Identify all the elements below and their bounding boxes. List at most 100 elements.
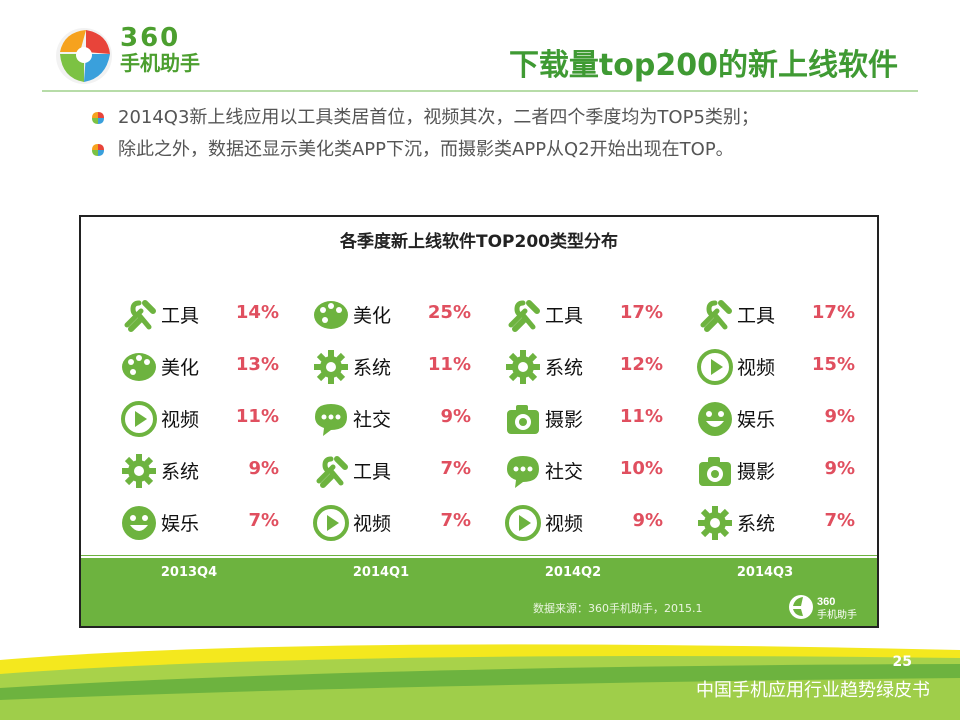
category-percent: 11% — [235, 406, 279, 427]
category-percent: 11% — [619, 406, 663, 427]
category-name: 系统 — [737, 513, 776, 535]
category-name: 摄影 — [737, 461, 776, 483]
data-source: 数据来源：360手机助手，2015.1 — [533, 602, 703, 615]
category-percent: 9% — [824, 458, 855, 479]
category-percent: 15% — [811, 354, 855, 375]
category-item: 摄影 11% — [503, 399, 663, 451]
svg-text:手机助手: 手机助手 — [817, 608, 857, 621]
category-name: 系统 — [353, 357, 392, 379]
logo-icon — [56, 28, 112, 84]
category-item: 系统 7% — [695, 503, 855, 555]
gear-icon — [698, 506, 732, 540]
category-percent: 7% — [440, 510, 471, 531]
category-percent: 9% — [440, 406, 471, 427]
category-percent: 10% — [619, 458, 663, 479]
logo-number: 360 — [120, 23, 181, 53]
page-number: 25 — [892, 654, 912, 670]
category-percent: 7% — [824, 510, 855, 531]
gear-icon — [506, 350, 540, 384]
category-item: 工具 7% — [311, 451, 471, 503]
page-title: 下载量top200的新上线软件 — [508, 48, 898, 83]
category-name: 视频 — [353, 513, 392, 535]
category-name: 摄影 — [545, 409, 584, 431]
category-item: 美化 13% — [119, 347, 279, 399]
bullet-item: 2014Q3新上线应用以工具类居首位，视频其次，二者四个季度均为TOP5类别； — [90, 102, 910, 134]
category-column: 工具 17% 系统 12% 摄影 11% 社交 10% 视频 9% — [503, 295, 663, 555]
category-column: 工具 17% 视频 15% 娱乐 9% 摄影 9% 系统 7% — [695, 295, 855, 555]
tools-icon — [700, 300, 732, 332]
category-item: 美化 25% — [311, 295, 471, 347]
category-percent: 14% — [235, 302, 279, 323]
smiley-icon — [122, 506, 156, 540]
gear-icon — [314, 350, 348, 384]
band-divider — [81, 556, 877, 558]
chat-icon — [507, 456, 539, 488]
chart-panel: 各季度新上线软件TOP200类型分布 工具 14% 美化 13% 视频 11% 系统 9% 娱乐… — [79, 215, 879, 628]
category-percent: 17% — [811, 302, 855, 323]
category-name: 工具 — [545, 305, 584, 327]
play-icon — [121, 401, 157, 437]
palette-icon — [314, 301, 348, 329]
palette-icon — [122, 353, 156, 381]
category-item: 工具 14% — [119, 295, 279, 347]
quarter-band: 2013Q4 2014Q1 2014Q2 2014Q3 数据来源：360手机助手，20… — [81, 555, 877, 626]
category-name: 视频 — [737, 357, 776, 379]
chat-icon — [315, 404, 347, 436]
tools-icon — [316, 456, 348, 488]
category-name: 娱乐 — [161, 513, 200, 535]
category-name: 社交 — [353, 409, 392, 431]
category-item: 社交 9% — [311, 399, 471, 451]
title-divider — [42, 90, 918, 92]
category-percent: 25% — [427, 302, 471, 323]
bullet-text: 除此之外，数据还显示美化类APP下沉，而摄影类APP从Q2开始出现在TOP。 — [118, 139, 734, 160]
bullet-item: 除此之外，数据还显示美化类APP下沉，而摄影类APP从Q2开始出现在TOP。 — [90, 134, 910, 166]
footer-title: 中国手机应用行业趋势绿皮书 — [696, 680, 930, 701]
category-name: 工具 — [161, 305, 200, 327]
category-name: 美化 — [353, 305, 392, 327]
category-item: 社交 10% — [503, 451, 663, 503]
category-name: 美化 — [161, 357, 200, 379]
category-name: 工具 — [353, 461, 392, 483]
category-percent: 7% — [440, 458, 471, 479]
category-percent: 12% — [619, 354, 663, 375]
category-name: 系统 — [161, 461, 200, 483]
category-percent: 9% — [632, 510, 663, 531]
chart-title: 各季度新上线软件TOP200类型分布 — [340, 232, 618, 252]
footer-swoosh — [0, 644, 960, 720]
logo-text: 360 手机助手 — [120, 25, 200, 73]
category-percent: 13% — [235, 354, 279, 375]
category-name: 工具 — [737, 305, 776, 327]
mini-logo-icon: 360 手机助手 — [789, 595, 857, 621]
quarter-label: 2014Q2 — [544, 565, 602, 580]
tools-icon — [124, 300, 156, 332]
category-item: 工具 17% — [503, 295, 663, 347]
category-name: 视频 — [545, 513, 584, 535]
category-percent: 9% — [824, 406, 855, 427]
category-item: 系统 12% — [503, 347, 663, 399]
gear-icon — [122, 454, 156, 488]
category-percent: 17% — [619, 302, 663, 323]
category-item: 系统 9% — [119, 451, 279, 503]
category-item: 娱乐 7% — [119, 503, 279, 555]
category-name: 视频 — [161, 409, 200, 431]
camera-icon — [699, 457, 731, 486]
category-item: 工具 17% — [695, 295, 855, 347]
quarter-label: 2013Q4 — [160, 565, 218, 580]
category-item: 摄影 9% — [695, 451, 855, 503]
category-item: 娱乐 9% — [695, 399, 855, 451]
category-item: 视频 9% — [503, 503, 663, 555]
category-column: 工具 14% 美化 13% 视频 11% 系统 9% 娱乐 7% — [119, 295, 279, 555]
category-percent: 9% — [248, 458, 279, 479]
category-item: 视频 11% — [119, 399, 279, 451]
bullet-icon — [92, 112, 104, 124]
category-column: 美化 25% 系统 11% 社交 9% 工具 7% 视频 7% — [311, 295, 471, 555]
svg-text:360: 360 — [817, 596, 835, 608]
quarter-label: 2014Q1 — [352, 565, 410, 580]
smiley-icon — [698, 402, 732, 436]
category-item: 系统 11% — [311, 347, 471, 399]
camera-icon — [507, 405, 539, 434]
tools-icon — [508, 300, 540, 332]
category-percent: 11% — [427, 354, 471, 375]
bullet-list: 2014Q3新上线应用以工具类居首位，视频其次，二者四个季度均为TOP5类别； … — [90, 102, 910, 166]
play-icon — [697, 349, 733, 385]
